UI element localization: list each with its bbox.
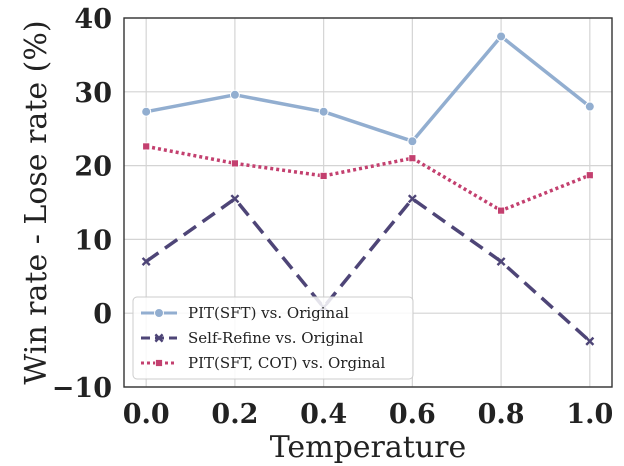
x-tick-label: 0.0 — [123, 399, 170, 430]
legend-label-self-refine-vs-original: Self-Refine vs. Original — [188, 329, 363, 347]
y-tick-label: 0 — [93, 299, 112, 330]
y-tick-label: 10 — [74, 225, 112, 256]
data-point-pit-sft-vs-original — [141, 106, 152, 117]
series-pit-sft-vs-original — [141, 31, 595, 147]
y-tick-label: 20 — [74, 152, 112, 183]
x-axis-label: Temperature — [270, 430, 467, 465]
legend-entry-pit-sft-cot-vs-orginal: PIT(SFT, COT) vs. Orginal — [141, 354, 385, 372]
data-point-self-refine-vs-original — [585, 336, 595, 346]
series-line-pit-sft-vs-original — [145, 34, 591, 143]
y-tick-label: 40 — [74, 4, 112, 35]
y-axis-label: Win rate - Lose rate (%) — [19, 20, 54, 384]
y-tick-label: 30 — [74, 78, 112, 109]
data-point-pit-sft-vs-original — [496, 31, 507, 42]
data-point-pit-sft-cot-vs-orginal — [585, 171, 594, 180]
legend-label-pit-sft-cot-vs-orginal: PIT(SFT, COT) vs. Orginal — [188, 354, 385, 372]
series-pit-sft-cot-vs-orginal — [142, 142, 594, 215]
legend-marker-pit-sft-vs-original — [154, 308, 164, 318]
plot-area-frame — [123, 17, 613, 388]
legend-entry-pit-sft-vs-original: PIT(SFT) vs. Original — [141, 304, 349, 322]
data-point-pit-sft-vs-original — [229, 89, 240, 100]
legend-label-pit-sft-vs-original: PIT(SFT) vs. Original — [188, 304, 349, 322]
data-point-pit-sft-cot-vs-orginal — [497, 206, 505, 215]
y-tick-label: −10 — [52, 373, 112, 404]
legend: PIT(SFT) vs. Original Self-Refine vs. Ori… — [132, 296, 414, 380]
x-tick-label: 0.6 — [389, 399, 436, 430]
legend-marker-pit-sft-cot-vs-orginal — [155, 359, 163, 367]
data-point-pit-sft-cot-vs-orginal — [231, 159, 239, 168]
data-point-pit-sft-cot-vs-orginal — [142, 142, 151, 151]
data-point-self-refine-vs-original — [141, 257, 151, 266]
data-point-self-refine-vs-original — [230, 194, 240, 204]
x-tick-label: 1.0 — [566, 399, 613, 430]
data-point-self-refine-vs-original — [496, 257, 506, 266]
x-tick-label: 0.4 — [300, 399, 347, 430]
series-line-pit-sft-cot-vs-orginal — [145, 144, 591, 213]
legend-marker-self-refine-vs-original — [154, 333, 164, 343]
data-point-self-refine-vs-original — [407, 194, 417, 204]
data-point-pit-sft-cot-vs-orginal — [408, 154, 417, 163]
data-point-pit-sft-vs-original — [407, 136, 418, 147]
data-point-pit-sft-vs-original — [584, 101, 595, 112]
tick-labels: −10 0 10 20 30 40 0.0 0.2 0.4 0.6 0.8 1.0 — [52, 4, 614, 430]
data-point-pit-sft-cot-vs-orginal — [319, 172, 328, 180]
legend-box — [132, 296, 414, 380]
data-point-pit-sft-vs-original — [318, 106, 329, 117]
x-tick-label: 0.8 — [478, 399, 525, 430]
series-line-self-refine-vs-original — [145, 197, 591, 343]
x-tick-label: 0.2 — [211, 399, 258, 430]
legend-entry-self-refine-vs-original: Self-Refine vs. Original — [141, 329, 363, 347]
